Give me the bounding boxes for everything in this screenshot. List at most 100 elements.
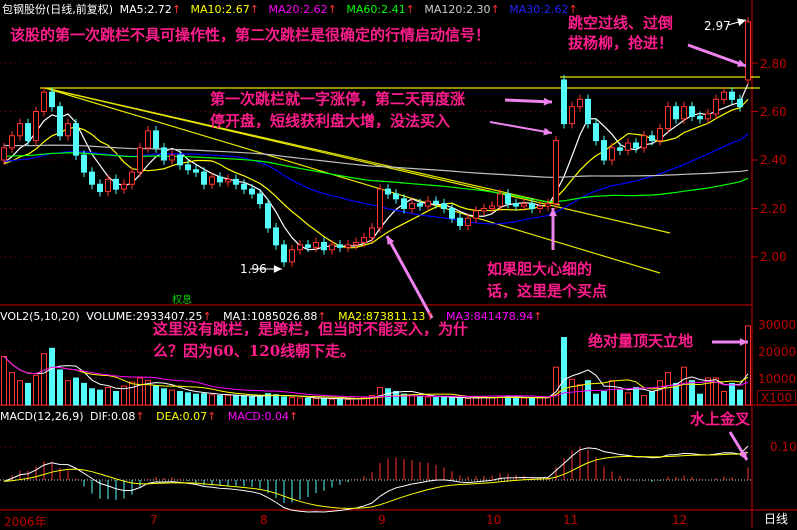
volume-bar	[289, 396, 295, 406]
period-tab[interactable]: 日线	[764, 512, 789, 526]
volume-ma20-line	[3, 356, 749, 398]
candle-body	[745, 21, 751, 81]
volume-bar	[457, 397, 463, 406]
volume-bar	[465, 398, 471, 406]
ma60-line	[3, 152, 749, 203]
ma60-value: MA60:2.41	[346, 3, 406, 16]
price-tick: 2.80	[760, 57, 787, 71]
macd-macd: MACD:0.04	[227, 410, 289, 423]
volume-bar	[249, 396, 255, 406]
macd-title: MACD(12,26,9)	[0, 410, 84, 423]
volume-bar	[225, 394, 231, 406]
volume-bar	[441, 396, 447, 406]
candle-body	[177, 154, 183, 166]
time-label: 12	[672, 513, 688, 527]
volume-bar	[473, 397, 479, 406]
candle-body	[729, 91, 735, 100]
ma10-line	[3, 98, 749, 249]
volume-bar	[121, 385, 127, 406]
candle-body	[217, 176, 223, 183]
macd-dif: DIF:0.08	[90, 410, 136, 423]
volume-bar	[353, 398, 359, 406]
candle-body	[601, 140, 607, 161]
volume-bar	[585, 380, 591, 406]
candle-body	[81, 154, 87, 173]
time-label: 7	[150, 513, 158, 527]
time-label: 11	[563, 513, 579, 527]
volume-bar	[537, 397, 543, 406]
volume-bar	[337, 398, 343, 406]
candle-body	[393, 193, 399, 200]
note-cross-2: 么？因为60、120线朝下走。	[153, 342, 356, 360]
volume-bar	[425, 396, 431, 406]
volume-bar	[313, 398, 319, 406]
time-label: 8	[260, 513, 268, 527]
candle-body	[305, 244, 311, 248]
volume-bar	[545, 396, 551, 406]
note-jump-1: 跳空过线、过倒	[568, 14, 674, 32]
volume-bar	[729, 382, 735, 406]
volume-bar	[401, 393, 407, 406]
candle-body	[257, 193, 263, 205]
arrowhead-icon	[739, 451, 747, 460]
volume-bar	[553, 366, 559, 406]
candle-body	[337, 244, 343, 248]
candle-body	[465, 217, 471, 226]
volume-bar	[433, 396, 439, 406]
volume-bar	[673, 382, 679, 406]
candle-body	[329, 244, 335, 251]
candle-body	[425, 200, 431, 207]
volume-bar	[129, 381, 135, 406]
candle-body	[169, 154, 175, 161]
arrowhead-icon	[273, 265, 282, 273]
volume-bar	[193, 393, 199, 406]
ex-rights-marker[interactable]: 权息	[172, 295, 192, 306]
volume-bar	[617, 389, 623, 406]
arrowhead-icon	[387, 236, 395, 245]
volume-bar	[329, 398, 335, 406]
volume-bar	[737, 389, 743, 406]
note-first-gap-2: 停开盘，短线获利盘大增，没法买入	[210, 112, 451, 130]
low-label: 1.96	[240, 262, 267, 276]
arrow-icon	[687, 43, 747, 68]
arrowhead-icon	[549, 208, 557, 217]
volume-bar	[577, 384, 583, 406]
candle-body	[97, 183, 103, 193]
ma120-value: MA120:2.30	[424, 3, 491, 16]
candle-body	[649, 135, 655, 142]
volume-bar	[649, 391, 655, 406]
volume-ma3: MA3:841478.94	[446, 310, 534, 323]
candle-body	[689, 106, 695, 117]
candle-body	[481, 208, 487, 212]
volume-value: VOLUME:2933407.25	[86, 310, 203, 323]
volume-bar	[9, 372, 15, 406]
candle-body	[609, 147, 615, 161]
price-tick: 2.00	[760, 250, 787, 264]
candle-body	[161, 147, 167, 161]
candle-body	[657, 127, 663, 142]
volume-bar	[41, 353, 47, 406]
candle-body	[377, 188, 383, 229]
volume-bar	[81, 382, 87, 406]
candle-body	[433, 200, 439, 205]
candle-body	[553, 140, 559, 205]
volume-bar	[633, 386, 639, 406]
volume-bar	[33, 374, 39, 406]
candle-body	[345, 244, 351, 248]
volume-bar	[217, 395, 223, 406]
candle-body	[289, 249, 295, 263]
candle-body	[521, 203, 527, 207]
candle-body	[137, 147, 143, 173]
candle-body	[681, 106, 687, 120]
candle-body	[25, 123, 31, 142]
candle-body	[593, 123, 599, 142]
arrowhead-icon	[739, 338, 748, 346]
candle-body	[417, 203, 423, 207]
volume-bar	[209, 394, 215, 406]
candle-body	[1, 147, 7, 161]
arrow-icon	[385, 235, 434, 319]
dea-line	[3, 452, 749, 509]
arrowhead-icon	[543, 127, 552, 136]
arrowhead-icon	[543, 97, 552, 106]
note-jump-2: 拔杨柳，抢进！	[568, 34, 674, 52]
